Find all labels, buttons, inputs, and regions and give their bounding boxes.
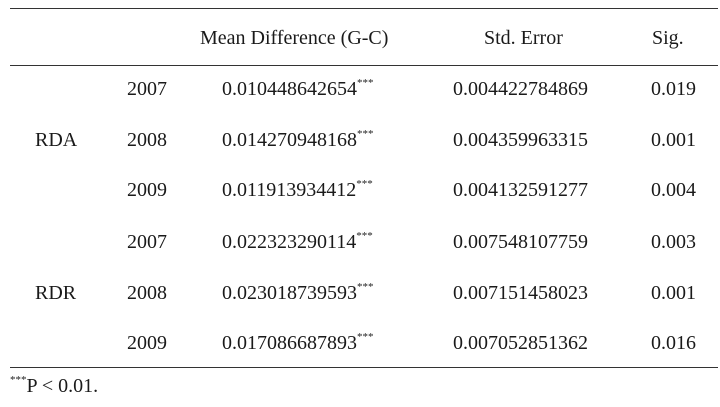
row-year: 2008 (127, 129, 167, 151)
significance-stars: *** (356, 230, 373, 242)
significance-stars: *** (356, 178, 373, 190)
table-bottom-rule (10, 367, 718, 368)
row-year: 2009 (127, 179, 167, 201)
row-sig: 0.003 (651, 231, 696, 253)
row-std-error: 0.007548107759 (453, 231, 588, 253)
row-mean-difference: 0.014270948168*** (222, 128, 374, 152)
row-year: 2009 (127, 332, 167, 354)
header-sig: Sig. (652, 27, 684, 49)
row-mean-difference: 0.023018739593*** (222, 281, 374, 305)
row-std-error: 0.007151458023 (453, 282, 588, 304)
row-sig: 0.004 (651, 179, 696, 201)
group-label-rda: RDA (35, 129, 78, 151)
row-std-error: 0.004422784869 (453, 78, 588, 100)
row-sig: 0.001 (651, 129, 696, 151)
row-mean-difference: 0.022323290114*** (222, 230, 373, 254)
significance-stars: *** (357, 281, 374, 293)
significance-stars: *** (357, 128, 374, 140)
table-header-rule (10, 65, 718, 66)
row-year: 2008 (127, 282, 167, 304)
header-std-error: Std. Error (484, 27, 563, 49)
row-std-error: 0.004132591277 (453, 179, 588, 201)
row-sig: 0.001 (651, 282, 696, 304)
footnote-text: P < 0.01. (26, 375, 99, 397)
row-std-error: 0.004359963315 (453, 129, 588, 151)
footnote: ***P < 0.01. (10, 374, 98, 398)
footnote-marker: *** (10, 374, 27, 386)
header-mean-difference: Mean Difference (G-C) (200, 27, 389, 49)
row-sig: 0.016 (651, 332, 696, 354)
significance-stars: *** (357, 331, 374, 343)
row-year: 2007 (127, 78, 167, 100)
group-label-rdr: RDR (35, 282, 77, 304)
row-mean-difference: 0.017086687893*** (222, 331, 374, 355)
row-mean-difference: 0.010448642654*** (222, 77, 374, 101)
significance-stars: *** (357, 77, 374, 89)
row-mean-difference: 0.011913934412*** (222, 178, 373, 202)
table-top-rule (10, 8, 718, 9)
row-std-error: 0.007052851362 (453, 332, 588, 354)
row-sig: 0.019 (651, 78, 696, 100)
row-year: 2007 (127, 231, 167, 253)
